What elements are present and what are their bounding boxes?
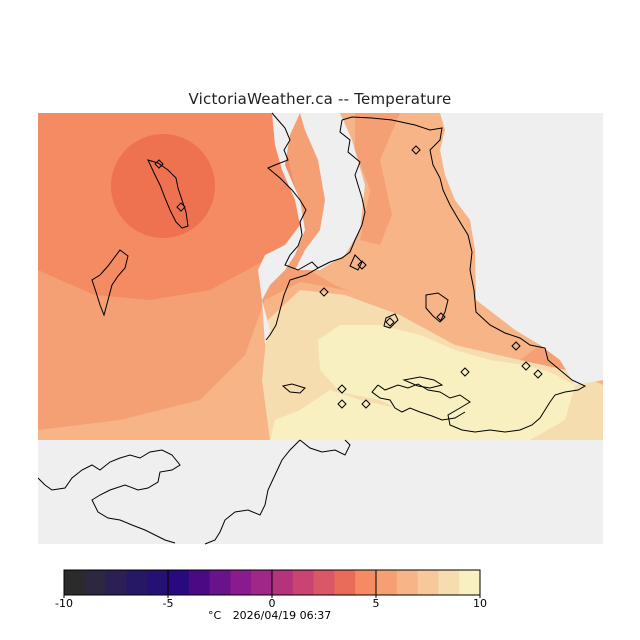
station-marker[interactable]: [361, 399, 371, 409]
west-coastline: [265, 112, 319, 341]
small-island-1: [349, 254, 363, 271]
station-marker[interactable]: [411, 145, 421, 155]
colorbar-tick-label: 10: [473, 597, 487, 610]
station-marker[interactable]: [460, 367, 470, 377]
colorbar-swatch: [230, 570, 252, 595]
no-data-area: [38, 440, 603, 544]
south-lake: [281, 383, 306, 394]
station-marker[interactable]: [337, 384, 347, 394]
colorbar-tick-label: -5: [162, 597, 174, 610]
colorbar-swatch: [147, 570, 169, 595]
unit-label: °C: [208, 609, 222, 622]
channel-water: [258, 113, 305, 345]
colorbar-tick-label: 0: [268, 597, 276, 610]
temperature-field: [38, 113, 603, 544]
west-lake-shore: [91, 249, 129, 317]
colorbar-swatch: [376, 570, 398, 595]
southern-coastline-3: [299, 439, 351, 456]
south-bay-coastline: [371, 384, 466, 421]
water-bodies: [258, 113, 603, 440]
south-islet: [402, 376, 444, 389]
map-title: VictoriaWeather.ca -- Temperature: [188, 90, 452, 108]
station-marker[interactable]: [176, 202, 186, 212]
temp-band-3: [318, 325, 575, 440]
station-marker[interactable]: [521, 361, 531, 371]
colorbar-swatch: [105, 570, 127, 595]
colorbar-swatch: [396, 570, 419, 595]
colorbar-swatch: [334, 570, 356, 595]
coastlines: [37, 112, 587, 545]
colorbar-swatch: [84, 570, 107, 595]
colorbar-swatch: [64, 570, 86, 595]
station-marker[interactable]: [337, 399, 347, 409]
colorbar-swatch: [417, 570, 439, 595]
stations: [154, 145, 543, 409]
station-marker[interactable]: [385, 317, 395, 327]
colorbar-swatch: [355, 570, 377, 595]
east-water: [440, 113, 603, 385]
colorbar-swatch: [209, 570, 231, 595]
station-marker[interactable]: [436, 312, 446, 322]
colorbar-swatch: [459, 570, 481, 595]
colorbar: [63, 569, 481, 598]
colorbar-swatch: [251, 570, 273, 595]
station-marker[interactable]: [154, 159, 164, 169]
station-marker[interactable]: [533, 369, 543, 379]
southern-coastline: [37, 449, 181, 544]
colorbar-swatch: [126, 570, 148, 595]
east-peninsula-coastline: [341, 116, 587, 433]
colorbar-swatch: [188, 570, 211, 595]
colorbar-swatch: [272, 570, 294, 595]
colorbar-swatch: [292, 570, 315, 595]
station-marker[interactable]: [319, 287, 329, 297]
station-marker[interactable]: [357, 260, 367, 270]
colorbar-tick-label: 5: [372, 597, 380, 610]
colorbar-swatch: [438, 570, 460, 595]
southern-coastline-2: [204, 439, 301, 545]
south-shore: [270, 390, 470, 440]
station-marker[interactable]: [511, 341, 521, 351]
temp-band-6b: [355, 113, 400, 245]
timestamp: 2026/04/19 06:37: [232, 609, 332, 622]
temp-band-5: [300, 113, 540, 360]
inlet-water: [295, 113, 365, 270]
peninsula-lake-2: [383, 313, 399, 329]
colorbar-footer: °C 2026/04/19 06:37: [208, 609, 339, 622]
lake-shore: [147, 159, 189, 229]
temp-hotspot: [111, 134, 215, 238]
colorbar-tick-label: -10: [55, 597, 73, 610]
inlet-coastline: [317, 119, 366, 269]
colorbar-swatch: [168, 570, 190, 595]
peninsula-lake-1: [425, 292, 449, 323]
colorbar-swatch: [313, 570, 335, 595]
